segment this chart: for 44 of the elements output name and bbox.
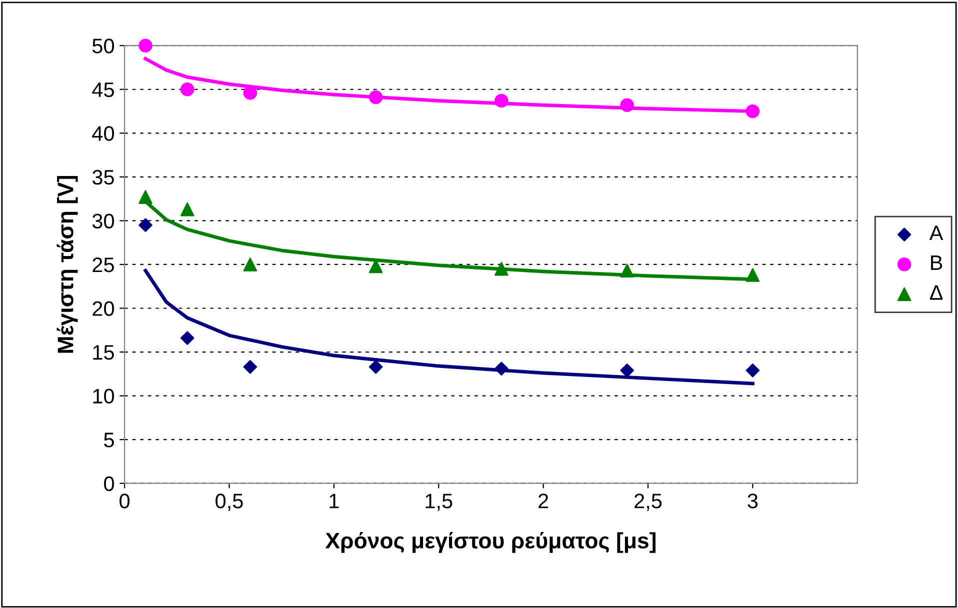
- point: [180, 202, 194, 216]
- y-tick-label: 0: [104, 476, 114, 492]
- y-tick-label: 20: [92, 301, 114, 316]
- y-tick-label: 50: [92, 38, 114, 54]
- y-tick-label: 15: [93, 345, 114, 360]
- point: [138, 38, 152, 53]
- point: [138, 190, 152, 204]
- x-tick-label: 1,5: [426, 494, 452, 511]
- x-tick-label: 0: [120, 494, 130, 508]
- x-tick-label: 3: [748, 494, 758, 508]
- y-tick-label: 35: [92, 170, 114, 185]
- legend-label: B: [931, 256, 942, 270]
- point: [243, 86, 258, 100]
- point: [138, 218, 152, 232]
- legend-label: A: [929, 226, 944, 240]
- x-tick-label: 0,5: [216, 494, 243, 511]
- point: [620, 364, 634, 378]
- y-tick-label: 25: [92, 257, 114, 272]
- line-series: [144, 268, 754, 386]
- point: [494, 262, 508, 276]
- point: [620, 98, 634, 112]
- x-tick-label: 2,5: [634, 494, 662, 511]
- y-tick-label: 45: [92, 82, 114, 98]
- y-tick-label: 5: [104, 432, 114, 448]
- point: [746, 364, 760, 378]
- point: [180, 82, 194, 96]
- point: [243, 360, 258, 374]
- y-axis-title: Μέγιστη τάση [V]: [56, 176, 78, 353]
- y-tick-label: 10: [93, 388, 114, 404]
- y-tick-label: 40: [92, 126, 114, 141]
- point: [620, 264, 634, 278]
- x-axis-title: Χρόνος μεγίστου ρεύματος [μs]: [325, 532, 656, 553]
- y-tick-label: 30: [92, 214, 114, 228]
- x-tick-label: 1: [330, 494, 339, 508]
- x-tick-label: 2: [538, 494, 548, 508]
- point: [368, 90, 383, 104]
- point: [746, 268, 760, 282]
- point: [494, 362, 508, 376]
- legend-label: Δ: [930, 285, 943, 300]
- point: [494, 94, 508, 108]
- point: [368, 360, 383, 374]
- point: [180, 331, 194, 345]
- point: [243, 258, 258, 272]
- point: [746, 104, 760, 118]
